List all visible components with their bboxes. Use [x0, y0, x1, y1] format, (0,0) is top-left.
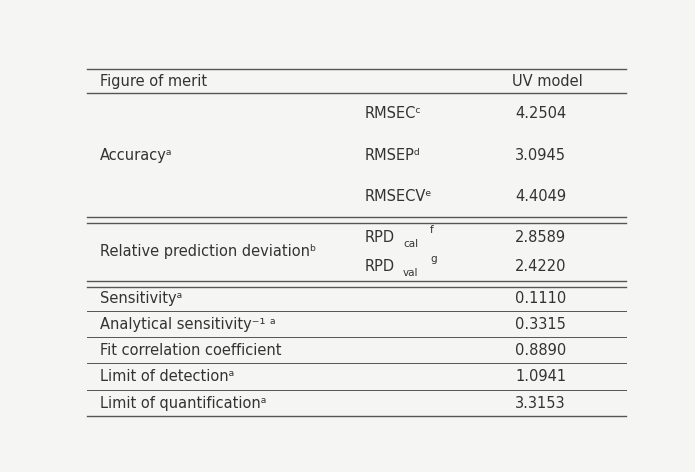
Text: val: val	[403, 268, 418, 278]
Text: 4.4049: 4.4049	[515, 189, 566, 204]
Text: Limit of detectionᵃ: Limit of detectionᵃ	[100, 369, 235, 384]
Text: 2.4220: 2.4220	[515, 259, 566, 274]
Text: Relative prediction deviationᵇ: Relative prediction deviationᵇ	[100, 244, 317, 260]
Text: RPD: RPD	[364, 259, 394, 274]
Text: 3.0945: 3.0945	[515, 148, 566, 163]
Text: RMSEPᵈ: RMSEPᵈ	[364, 148, 420, 163]
Text: UV model: UV model	[512, 74, 583, 89]
Text: RPD: RPD	[364, 230, 394, 245]
Text: Fit correlation coefficient: Fit correlation coefficient	[100, 343, 282, 358]
Text: g: g	[430, 254, 436, 264]
Text: Analytical sensitivity⁻¹ ᵃ: Analytical sensitivity⁻¹ ᵃ	[100, 317, 276, 332]
Text: 2.8589: 2.8589	[515, 230, 566, 245]
Text: 0.8890: 0.8890	[515, 343, 566, 358]
Text: 1.0941: 1.0941	[515, 369, 566, 384]
Text: RMSECᶜ: RMSECᶜ	[364, 106, 421, 121]
Text: cal: cal	[403, 238, 418, 249]
Text: Figure of merit: Figure of merit	[100, 74, 208, 89]
Text: Limit of quantificationᵃ: Limit of quantificationᵃ	[100, 396, 267, 411]
Text: Accuracyᵃ: Accuracyᵃ	[100, 148, 173, 163]
Text: 0.3315: 0.3315	[515, 317, 566, 332]
Text: Sensitivityᵃ: Sensitivityᵃ	[100, 291, 183, 306]
Text: 4.2504: 4.2504	[515, 106, 566, 121]
Text: RMSECVᵉ: RMSECVᵉ	[364, 189, 432, 204]
Text: 3.3153: 3.3153	[515, 396, 566, 411]
Text: 0.1110: 0.1110	[515, 291, 566, 306]
Text: f: f	[430, 225, 434, 235]
